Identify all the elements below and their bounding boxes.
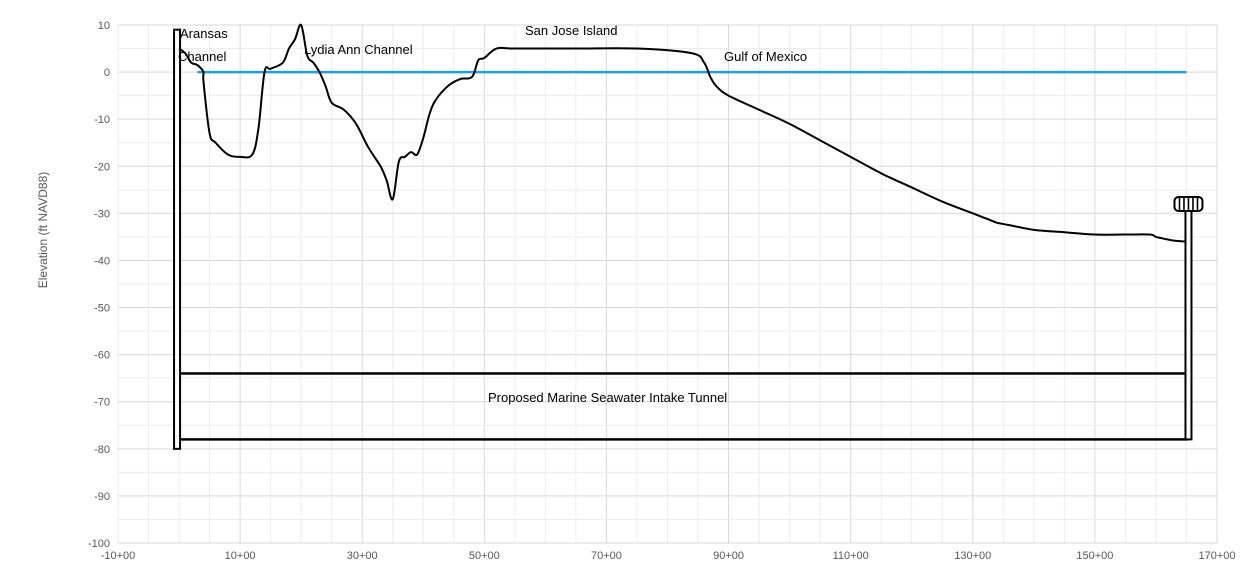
x-tick-label: 150+00 [1076,550,1113,562]
left-shaft [173,28,182,450]
x-tick-label: 110+00 [833,550,869,562]
x-tick-label: 90+00 [713,550,744,562]
label-gulf-of-mexico: Gulf of Mexico [724,49,807,64]
x-tick-label: 50+00 [469,550,500,562]
x-tick-labels: -10+00 10+00 30+00 50+00 70+00 90+00 110+00 130… [101,550,1236,562]
y-tick-label: -30 [94,208,110,220]
seabed-profile-line [178,23,1187,243]
y-tick-label: -90 [94,491,110,503]
y-tick-label: -10 [94,114,110,126]
y-tick-label: -40 [94,255,110,267]
label-san-jose-island: San Jose Island [525,23,618,38]
x-tick-label: 10+00 [225,550,256,562]
x-tick-label: -10+00 [101,550,136,562]
y-tick-labels: 10 0 -10 -20 -30 -40 -50 -60 -70 -80 -90 -100 [88,20,110,550]
label-lydia-ann-channel: Lydia Ann Channel [304,42,413,57]
intake-head-icon [1173,195,1204,212]
x-tick-label: 170+00 [1198,550,1235,562]
label-channel: Channel [178,49,227,64]
right-shaft [1184,208,1193,441]
gridlines [117,24,1218,544]
y-axis-label: Elevation (ft NAVD88) [36,172,50,289]
label-aransas: Aransas [180,26,228,41]
y-tick-label: 10 [98,20,110,32]
label-intake-tunnel: Proposed Marine Seawater Intake Tunnel [488,390,727,405]
x-tick-label: 130+00 [954,550,991,562]
y-tick-label: -100 [88,538,110,550]
y-tick-label: -20 [94,161,110,173]
x-tick-label: 30+00 [347,550,378,562]
x-tick-label: 70+00 [591,550,622,562]
y-tick-label: -80 [94,444,110,456]
y-tick-label: 0 [104,67,110,79]
intake-tunnel [177,372,1188,441]
y-tick-label: -60 [94,350,110,362]
y-tick-label: -70 [94,397,110,409]
y-tick-label: -50 [94,303,110,315]
